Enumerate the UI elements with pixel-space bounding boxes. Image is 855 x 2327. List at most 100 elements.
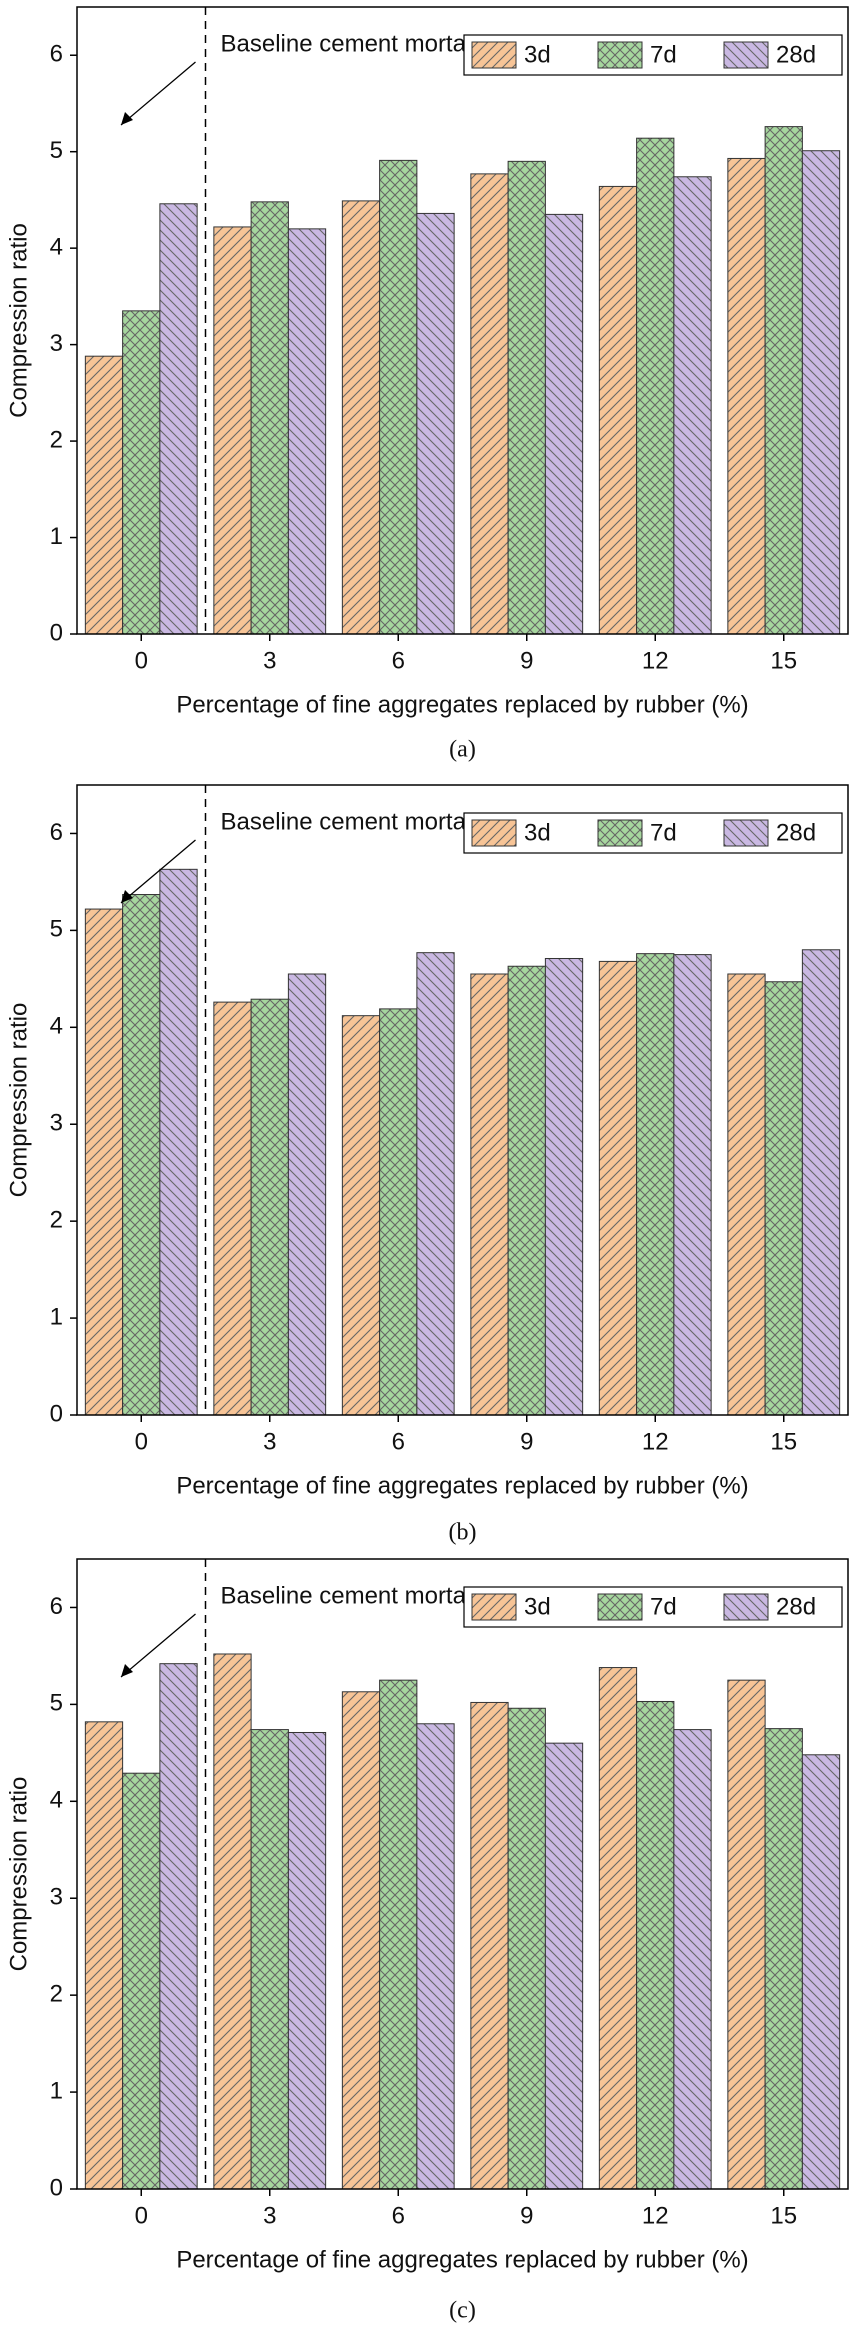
y-tick-label: 2 xyxy=(50,426,63,453)
caption: (a) xyxy=(449,737,476,763)
y-tick-label: 4 xyxy=(50,1787,63,1814)
legend-box xyxy=(463,812,843,854)
y-axis-label: Compression ratio xyxy=(5,1777,32,1972)
y-tick-label: 0 xyxy=(50,1400,63,1427)
legend-label: 7d xyxy=(650,1593,677,1620)
y-tick-label: 5 xyxy=(50,137,63,164)
y-tick-label: 6 xyxy=(50,819,63,846)
y-tick-label: 3 xyxy=(50,1884,63,1911)
bar xyxy=(250,998,289,1416)
x-tick-label: 0 xyxy=(135,647,148,674)
bar xyxy=(159,203,198,635)
arrow-head xyxy=(121,112,133,125)
x-tick-label: 12 xyxy=(642,2202,669,2229)
bar xyxy=(287,228,327,635)
legend-swatch xyxy=(597,1593,643,1621)
x-tick-label: 9 xyxy=(520,647,533,674)
legend-swatch xyxy=(597,41,643,69)
y-axis-label: Compression ratio xyxy=(5,223,32,418)
plot-frame xyxy=(76,6,849,635)
arrow-head xyxy=(121,890,133,903)
bar xyxy=(727,973,766,1416)
y-tick-label: 3 xyxy=(50,330,63,357)
bar xyxy=(379,1008,418,1416)
bar xyxy=(379,159,418,635)
legend-swatch xyxy=(723,819,769,847)
bar xyxy=(598,185,638,635)
bar xyxy=(507,160,546,635)
x-tick-label: 9 xyxy=(520,2202,533,2229)
bar xyxy=(287,973,327,1416)
y-tick-label: 4 xyxy=(50,1013,63,1040)
x-tick-label: 6 xyxy=(392,2202,405,2229)
bar xyxy=(801,150,841,635)
plot-frame xyxy=(76,1558,849,2190)
bar xyxy=(84,1721,124,2190)
arrow xyxy=(120,1613,196,1678)
y-tick-label: 5 xyxy=(50,916,63,943)
y-tick-label: 0 xyxy=(50,619,63,646)
bar xyxy=(636,137,675,635)
y-tick-label: 5 xyxy=(50,1690,63,1717)
bar xyxy=(764,1728,803,2190)
bar xyxy=(159,868,198,1416)
bar xyxy=(250,201,289,635)
bar xyxy=(213,1653,252,2190)
x-tick-label: 12 xyxy=(642,647,669,674)
legend-swatch xyxy=(723,1593,769,1621)
bar xyxy=(379,1679,418,2190)
bar xyxy=(159,1663,198,2190)
x-axis-label: Percentage of fine aggregates replaced b… xyxy=(176,2246,748,2273)
bar xyxy=(764,126,803,635)
y-tick-label: 1 xyxy=(50,2077,63,2104)
bar xyxy=(250,1729,289,2190)
legend-label: 3d xyxy=(524,41,551,68)
legend-box xyxy=(463,34,843,76)
legend-label: 28d xyxy=(776,41,816,68)
x-tick-label: 0 xyxy=(135,1428,148,1455)
annotation: Baseline cement mortar xyxy=(221,1582,474,1609)
bar xyxy=(636,953,675,1416)
x-tick-label: 3 xyxy=(263,647,276,674)
y-tick-label: 6 xyxy=(50,1593,63,1620)
legend-swatch xyxy=(723,41,769,69)
x-tick-label: 9 xyxy=(520,1428,533,1455)
x-tick-label: 15 xyxy=(770,647,797,674)
bar xyxy=(544,957,584,1416)
bar xyxy=(122,310,161,635)
y-tick-label: 2 xyxy=(50,1206,63,1233)
bar xyxy=(122,1772,161,2190)
bar xyxy=(470,173,509,635)
bar xyxy=(764,981,803,1416)
y-axis-label: Compression ratio xyxy=(5,1003,32,1198)
bar xyxy=(598,1667,638,2190)
legend-swatch xyxy=(471,1593,517,1621)
x-tick-label: 3 xyxy=(263,1428,276,1455)
bar xyxy=(122,894,161,1416)
annotation: Baseline cement mortar xyxy=(221,30,474,57)
bar xyxy=(727,157,766,635)
x-tick-label: 15 xyxy=(770,2202,797,2229)
y-tick-label: 6 xyxy=(50,41,63,68)
x-axis-label: Percentage of fine aggregates replaced b… xyxy=(176,691,748,718)
bar xyxy=(636,1700,675,2190)
x-tick-label: 0 xyxy=(135,2202,148,2229)
bar xyxy=(341,1015,381,1416)
legend-swatch xyxy=(471,819,517,847)
y-tick-label: 1 xyxy=(50,1303,63,1330)
bar xyxy=(84,908,124,1416)
legend-label: 7d xyxy=(650,819,677,846)
arrow xyxy=(120,839,196,904)
bar xyxy=(416,212,455,635)
bar xyxy=(213,1001,252,1416)
bar xyxy=(673,176,712,635)
y-tick-label: 3 xyxy=(50,1110,63,1137)
legend-label: 28d xyxy=(776,1593,816,1620)
bar xyxy=(544,1742,584,2190)
bar xyxy=(416,1723,455,2190)
legend-swatch xyxy=(597,819,643,847)
bar xyxy=(801,949,841,1416)
bar xyxy=(673,954,712,1416)
bar xyxy=(213,226,252,635)
